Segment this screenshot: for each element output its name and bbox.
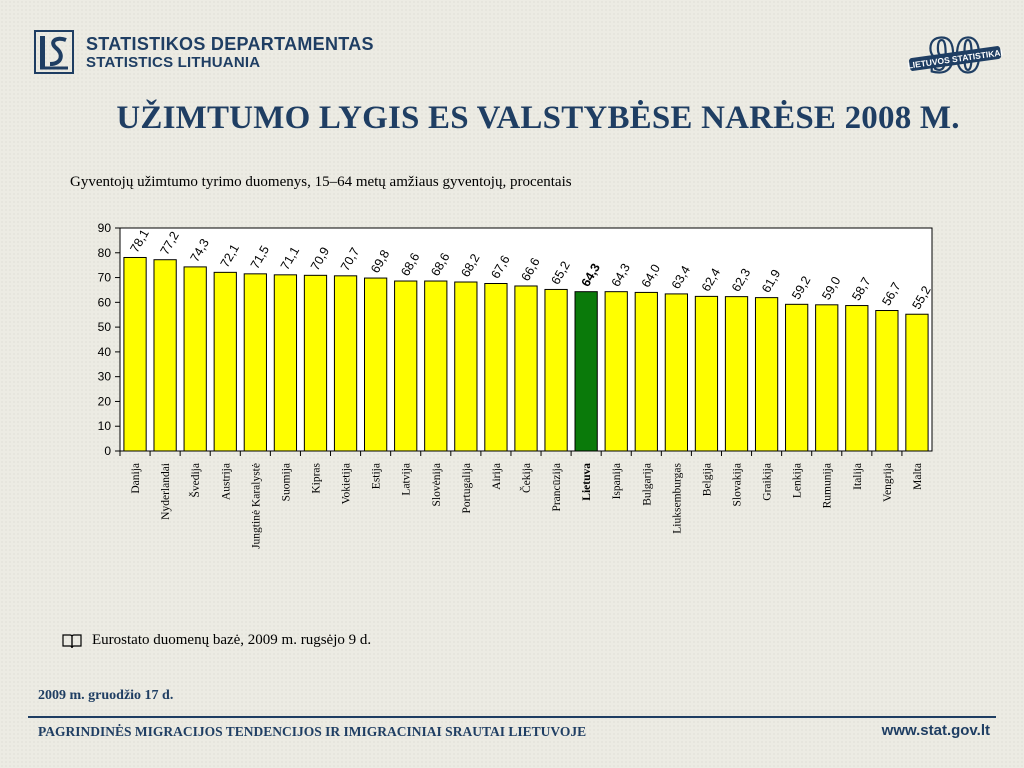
x-category-label: Graikija: [762, 463, 774, 501]
bar: [664, 293, 688, 452]
x-category-label: Austrija: [220, 463, 232, 500]
bar: [213, 271, 237, 452]
bar: [785, 303, 809, 452]
org-name: STATISTIKOS DEPARTAMENTAS STATISTICS LIT…: [86, 34, 374, 72]
x-category-label: Slovėnija: [431, 463, 443, 506]
y-tick-label: 60: [98, 295, 112, 309]
x-category-label: Vengrija: [882, 463, 894, 502]
bar: [845, 305, 869, 452]
x-category-label: Švedija: [188, 463, 202, 498]
y-tick-label: 20: [98, 394, 112, 408]
bar: [364, 277, 388, 452]
bar: [905, 313, 929, 452]
y-tick-label: 30: [98, 370, 112, 384]
x-category-label: Lietuva: [581, 463, 593, 501]
y-tick-label: 50: [98, 320, 112, 334]
x-category-label: Vokietija: [341, 463, 353, 504]
x-category-label: Ispanija: [611, 463, 623, 499]
footer-divider: [28, 716, 996, 718]
x-category-label: Italija: [852, 463, 864, 490]
bar: [303, 274, 328, 452]
x-category-label: Slovakija: [732, 463, 744, 506]
x-category-label: Liuksemburgas: [671, 462, 683, 533]
jubilee-90-logo: 90 LIETUVOS STATISTIKAI: [907, 28, 1003, 80]
bar: [153, 259, 177, 452]
x-category-label: Jungtinė Karalystė: [250, 463, 262, 549]
x-category-label: Malta: [912, 463, 924, 490]
x-category-label: Estija: [371, 463, 383, 489]
page-title: UŽIMTUMO LYGIS ES VALSTYBĖSE NARĖSE 2008…: [116, 100, 960, 136]
bar: [394, 280, 418, 452]
bar: [815, 304, 839, 452]
bar: [183, 266, 207, 452]
bar: [333, 275, 358, 452]
x-category-label: Kipras: [310, 462, 322, 493]
bar: [544, 288, 568, 452]
bar: [273, 274, 298, 452]
bar: [724, 296, 749, 452]
bar: [454, 281, 478, 452]
x-category-label: Latvija: [401, 463, 413, 496]
org-name-en: STATISTICS LITHUANIA: [86, 54, 261, 71]
y-tick-label: 40: [98, 345, 112, 359]
bar: [424, 280, 448, 452]
x-category-label: Rumunija: [822, 463, 834, 508]
x-category-label: Čekija: [519, 463, 533, 493]
bar: [243, 273, 267, 452]
bar: [754, 297, 779, 452]
x-category-label: Nyderlandai: [160, 463, 172, 520]
bar: [123, 256, 147, 452]
x-category-label: Prancūzija: [551, 463, 563, 512]
x-category-label: Danija: [130, 463, 142, 494]
y-tick-label: 70: [98, 271, 112, 285]
bar: [574, 291, 598, 452]
x-category-label: Portugalija: [461, 463, 473, 513]
chart-subtitle: Gyventojų užimtumo tyrimo duomenys, 15–6…: [70, 174, 572, 190]
bar: [694, 295, 719, 452]
bar: [875, 310, 899, 452]
bar: [514, 285, 538, 452]
y-tick-label: 80: [98, 246, 112, 260]
source-note: Eurostato duomenų bazė, 2009 m. rugsėjo …: [62, 632, 371, 649]
footer-title: PAGRINDINĖS MIGRACIJOS TENDENCIJOS IR IM…: [38, 724, 587, 739]
org-name-lt: STATISTIKOS DEPARTAMENTAS: [86, 34, 374, 54]
source-text: Eurostato duomenų bazė, 2009 m. rugsėjo …: [92, 632, 372, 648]
publication-date: 2009 m. gruodžio 17 d.: [38, 688, 174, 703]
y-tick-label: 90: [98, 221, 112, 235]
bar: [484, 283, 508, 452]
website-link[interactable]: www.stat.gov.lt: [881, 722, 990, 739]
x-category-label: Lenkija: [792, 463, 804, 498]
bar: [604, 291, 628, 452]
book-icon: [62, 633, 82, 648]
x-category-label: Airija: [491, 463, 503, 490]
y-tick-label: 0: [104, 444, 111, 458]
x-category-label: Suomija: [280, 463, 292, 501]
statistics-lithuania-logo: [34, 30, 74, 74]
bar: [634, 291, 658, 452]
y-tick-label: 10: [98, 419, 112, 433]
x-category-label: Bulgarija: [641, 463, 653, 506]
x-category-label: Belgija: [701, 463, 713, 496]
